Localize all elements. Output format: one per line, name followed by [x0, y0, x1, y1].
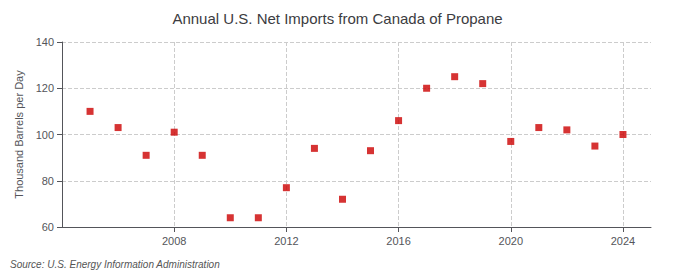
svg-text:80: 80: [42, 175, 54, 187]
svg-text:2012: 2012: [274, 235, 298, 247]
svg-text:140: 140: [36, 36, 54, 48]
svg-text:100: 100: [36, 129, 54, 141]
svg-text:60: 60: [42, 221, 54, 233]
svg-text:Source: U.S. Energy Informatio: Source: U.S. Energy Information Administ…: [10, 259, 220, 270]
svg-text:Annual U.S. Net Imports from C: Annual U.S. Net Imports from Canada of P…: [172, 10, 502, 27]
svg-text:Thousand Barrels per Day: Thousand Barrels per Day: [13, 70, 25, 199]
svg-text:2016: 2016: [386, 235, 410, 247]
svg-text:2020: 2020: [499, 235, 523, 247]
svg-text:2024: 2024: [611, 235, 635, 247]
svg-text:2008: 2008: [162, 235, 186, 247]
svg-text:120: 120: [36, 82, 54, 94]
